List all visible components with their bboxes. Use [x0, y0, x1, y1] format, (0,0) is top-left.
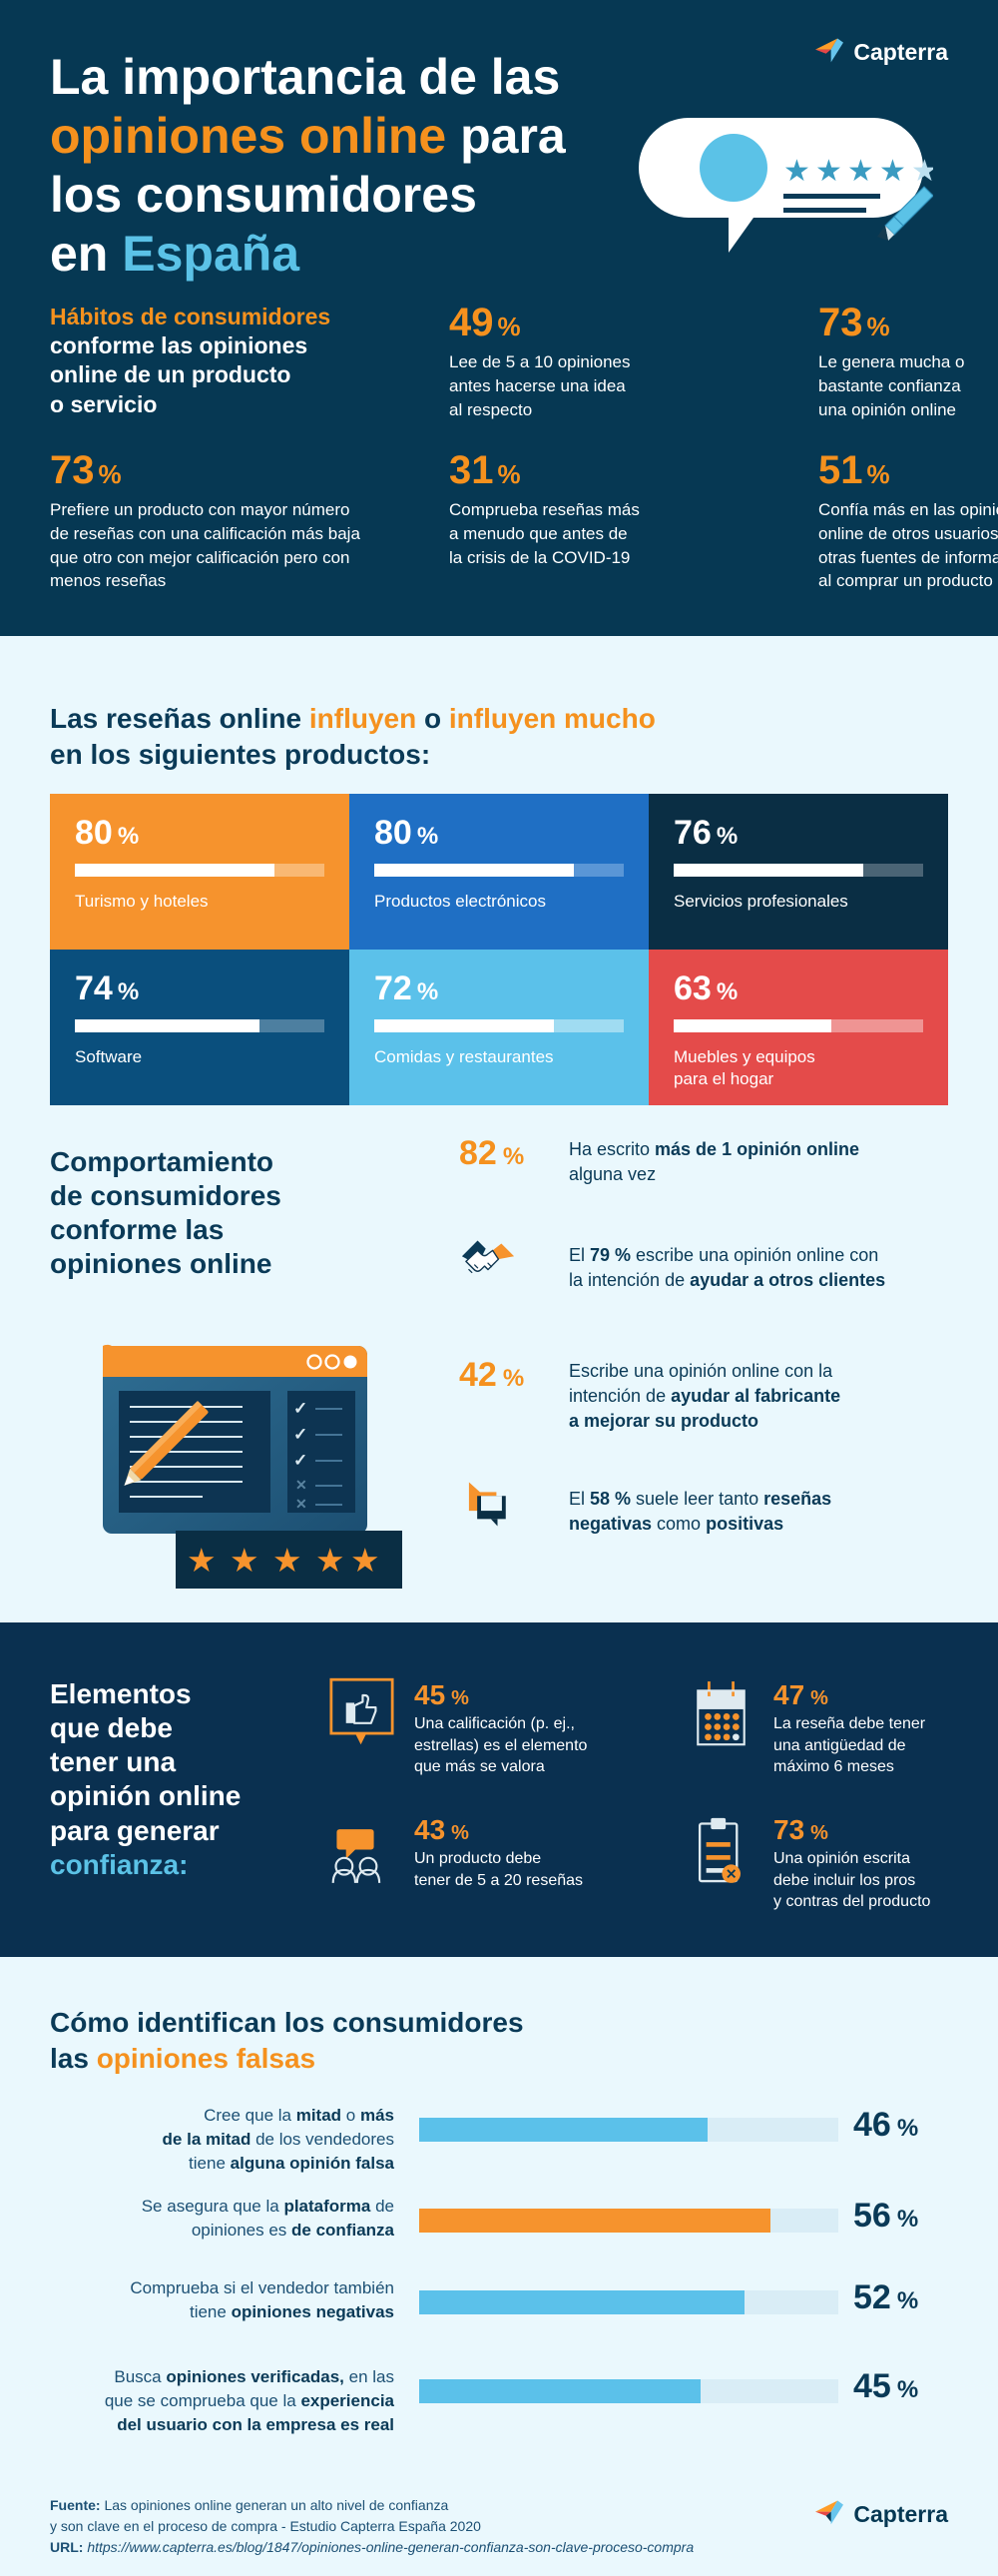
svg-text:✓: ✓	[293, 1399, 307, 1418]
svg-text:★: ★	[230, 1542, 259, 1579]
svg-text:★: ★	[315, 1542, 345, 1579]
svg-text:★: ★	[879, 155, 906, 188]
svg-text:★: ★	[847, 155, 874, 188]
svg-text:★: ★	[350, 1542, 380, 1579]
svg-text:✕: ✕	[295, 1496, 307, 1512]
svg-text:★: ★	[911, 155, 933, 188]
svg-text:★: ★	[187, 1542, 217, 1579]
svg-text:★: ★	[272, 1542, 302, 1579]
svg-text:✕: ✕	[295, 1477, 307, 1493]
svg-text:★: ★	[815, 155, 842, 188]
svg-text:✓: ✓	[293, 1451, 307, 1470]
svg-text:✓: ✓	[293, 1425, 307, 1444]
svg-text:★: ★	[783, 155, 810, 188]
